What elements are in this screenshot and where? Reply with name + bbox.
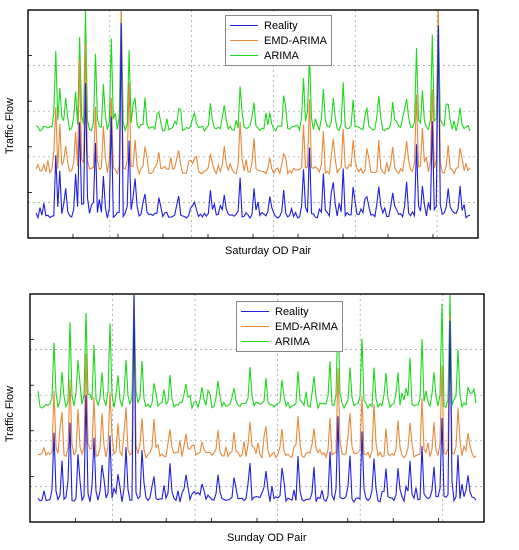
- legend: Reality EMD-ARIMA ARIMA: [236, 301, 343, 352]
- legend-item-arima: ARIMA: [230, 48, 327, 63]
- legend-swatch: [241, 311, 269, 312]
- legend-label: EMD-ARIMA: [275, 320, 338, 333]
- legend-swatch: [230, 40, 258, 41]
- chart-panel-sunday: Traffic Flow Sunday OD Pair Reality EMD-…: [0, 288, 519, 550]
- series-line-emd-arima: [35, 10, 471, 176]
- chart-panel-saturday: Traffic Flow Saturday OD Pair Reality EM…: [0, 0, 519, 272]
- x-axis-label: Sunday OD Pair: [227, 532, 307, 544]
- series-line-arima: [35, 10, 471, 133]
- y-axis-label: Traffic Flow: [4, 385, 16, 443]
- series-line-reality: [35, 22, 471, 220]
- legend-label: EMD-ARIMA: [264, 34, 327, 47]
- legend-item-reality: Reality: [241, 304, 338, 319]
- sunday-chart: [29, 293, 485, 523]
- legend-item-arima: ARIMA: [241, 334, 338, 349]
- legend-swatch: [230, 55, 258, 56]
- legend-label: ARIMA: [275, 335, 310, 348]
- legend-swatch: [241, 341, 269, 342]
- legend: Reality EMD-ARIMA ARIMA: [225, 15, 332, 66]
- x-axis-label: Saturday OD Pair: [225, 245, 312, 257]
- legend-item-emd-arima: EMD-ARIMA: [230, 33, 327, 48]
- legend-label: Reality: [275, 305, 309, 318]
- legend-swatch: [230, 25, 258, 26]
- legend-swatch: [241, 326, 269, 327]
- legend-item-emd-arima: EMD-ARIMA: [241, 319, 338, 334]
- series-line-arima: [37, 294, 477, 411]
- series-line-reality: [37, 294, 477, 504]
- legend-label: ARIMA: [264, 49, 299, 62]
- saturday-chart: [27, 9, 479, 239]
- legend-label: Reality: [264, 19, 298, 32]
- series-line-emd-arima: [37, 294, 477, 460]
- legend-item-reality: Reality: [230, 18, 327, 33]
- y-axis-label: Traffic Flow: [4, 97, 16, 155]
